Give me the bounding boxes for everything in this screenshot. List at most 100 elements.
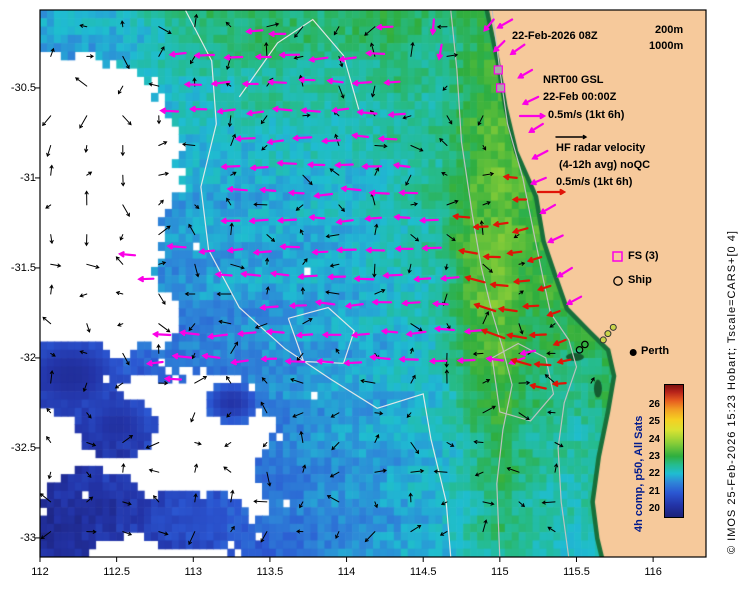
current-vector-black <box>374 289 386 295</box>
current-vector-magenta <box>343 359 363 367</box>
current-vector-magenta <box>295 332 314 339</box>
current-vector-magenta <box>259 304 279 311</box>
current-vector-magenta <box>531 149 549 160</box>
current-vector-black <box>264 41 269 57</box>
current-vector-black <box>265 286 270 295</box>
current-vector-magenta <box>326 273 347 280</box>
current-vector-black <box>158 323 171 333</box>
current-vector-black <box>329 168 340 176</box>
current-vector-black <box>42 115 52 127</box>
current-vector-black <box>439 531 448 536</box>
current-vector-black <box>79 115 88 129</box>
current-vector-black <box>482 201 491 206</box>
current-vector-magenta <box>382 272 403 279</box>
colorbar-tick-label: 26 <box>648 398 660 410</box>
current-vector-magenta <box>276 160 298 167</box>
current-vector-magenta <box>240 271 262 278</box>
current-vector-magenta <box>405 330 427 337</box>
current-vector-black <box>472 351 484 356</box>
current-vector-magenta <box>351 132 370 139</box>
current-vector-black <box>544 374 556 384</box>
current-vector-black <box>374 144 388 149</box>
current-vector-black <box>474 471 484 477</box>
current-vector-black <box>407 263 412 274</box>
current-vector-black <box>300 286 305 295</box>
current-vector-magenta <box>393 214 411 221</box>
bathymetry-contour-shelf-loop <box>491 342 555 422</box>
hf-radar-vector <box>472 223 489 230</box>
current-vector-magenta <box>521 95 540 106</box>
current-vector-magenta <box>528 122 544 134</box>
fs-mooring-marker <box>493 65 503 75</box>
current-vector-magenta <box>236 330 257 337</box>
current-vector-black <box>338 85 345 99</box>
current-vector-magenta <box>330 107 350 114</box>
current-vector-magenta <box>368 189 390 196</box>
current-vector-black <box>266 22 280 28</box>
current-vector-black <box>225 82 232 87</box>
current-vector-black <box>46 407 52 414</box>
current-vector-black <box>50 352 56 357</box>
current-vector-magenta <box>361 163 383 170</box>
current-vector-black <box>440 501 448 506</box>
current-vector-black <box>122 501 132 506</box>
current-vector-magenta <box>340 185 362 192</box>
current-vector-magenta <box>509 43 526 56</box>
current-vector-magenta <box>353 275 375 282</box>
current-vector-black <box>158 381 169 386</box>
current-vector-magenta <box>369 354 391 361</box>
hf-radar-vector <box>506 249 523 256</box>
current-vector-black <box>40 531 52 540</box>
current-vector-black <box>333 26 340 36</box>
bathymetry-contour-1000m <box>450 10 513 558</box>
bathymetry-contour-offshore-loop <box>287 306 355 364</box>
y-axis-tick-label: -32.5 <box>10 441 36 454</box>
x-axis-tick-label: 115 <box>491 566 509 578</box>
current-vector-black <box>338 204 345 212</box>
hf-radar-vector <box>473 302 497 313</box>
current-vector-black <box>260 531 268 543</box>
current-vector-black <box>193 493 198 503</box>
ship-marker <box>575 346 584 354</box>
current-vector-black <box>410 323 423 332</box>
current-vector-black <box>518 412 530 421</box>
current-vector-magenta <box>431 300 449 307</box>
current-vector-black <box>46 145 52 158</box>
current-vector-black <box>331 442 340 451</box>
hf-radar-vector <box>452 213 471 220</box>
current-vector-black <box>554 463 559 473</box>
y-axis-tick-label: -30.5 <box>10 81 36 94</box>
current-vector-magenta <box>230 359 249 366</box>
current-vector-black <box>230 489 235 503</box>
current-vector-magenta <box>159 107 180 114</box>
current-vector-black <box>158 171 170 176</box>
current-vector-black <box>120 145 125 157</box>
current-vector-black <box>261 377 268 384</box>
current-vector-black <box>156 115 161 125</box>
current-vector-black <box>482 263 493 273</box>
current-vector-black <box>49 284 54 295</box>
current-vector-magenta <box>117 251 137 258</box>
current-vector-black <box>84 145 89 153</box>
ship-marker <box>581 340 589 349</box>
current-vector-black <box>402 115 412 120</box>
nrt-scale-label: 0.5m/s (1kt 6h) <box>548 109 625 121</box>
x-axis-tick-label: 112.5 <box>103 566 130 578</box>
current-vector-magenta <box>316 358 334 365</box>
current-vector-black <box>230 133 236 146</box>
current-vector-magenta <box>189 105 208 113</box>
hf-radar-vector <box>526 256 543 263</box>
current-vector-magenta <box>297 273 318 280</box>
current-vector-magenta <box>401 299 421 307</box>
current-vector-magenta <box>166 243 187 250</box>
current-vector-black <box>82 382 88 393</box>
current-vector-magenta <box>220 217 241 224</box>
current-vector-black <box>410 234 420 242</box>
current-vector-magenta <box>335 218 354 225</box>
current-vector-magenta <box>234 135 256 142</box>
current-vector-magenta <box>249 164 269 171</box>
colorbar-tick-label: 20 <box>648 503 660 515</box>
current-vector-black <box>117 322 124 327</box>
current-vector-black <box>225 21 232 28</box>
current-vector-black <box>79 293 88 298</box>
